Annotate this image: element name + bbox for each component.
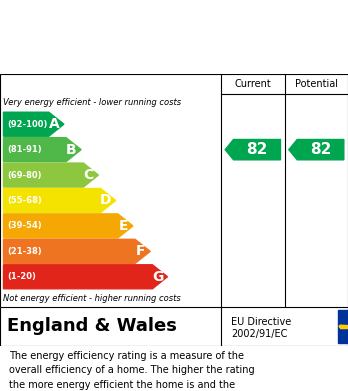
- Text: 82: 82: [310, 142, 331, 157]
- Text: (69-80): (69-80): [8, 170, 42, 179]
- Text: EU Directive: EU Directive: [231, 317, 292, 327]
- Text: Current: Current: [235, 79, 271, 89]
- Polygon shape: [3, 239, 150, 264]
- Text: Energy Efficiency Rating: Energy Efficiency Rating: [9, 8, 238, 26]
- Polygon shape: [225, 140, 280, 160]
- Text: D: D: [100, 194, 112, 208]
- Polygon shape: [3, 265, 167, 289]
- Text: Potential: Potential: [295, 79, 338, 89]
- Polygon shape: [3, 188, 116, 213]
- Text: The energy efficiency rating is a measure of the
overall efficiency of a home. T: The energy efficiency rating is a measur…: [9, 351, 254, 391]
- Text: F: F: [136, 244, 145, 258]
- Bar: [338, 310, 348, 343]
- Polygon shape: [289, 140, 344, 160]
- Text: Very energy efficient - lower running costs: Very energy efficient - lower running co…: [3, 98, 182, 107]
- Text: Not energy efficient - higher running costs: Not energy efficient - higher running co…: [3, 294, 181, 303]
- Text: (21-38): (21-38): [8, 247, 42, 256]
- Text: E: E: [118, 219, 128, 233]
- Polygon shape: [3, 163, 98, 187]
- Text: (39-54): (39-54): [8, 221, 42, 230]
- Text: (92-100): (92-100): [8, 120, 48, 129]
- Text: (81-91): (81-91): [8, 145, 42, 154]
- Text: C: C: [84, 168, 94, 182]
- Text: 82: 82: [246, 142, 268, 157]
- Text: England & Wales: England & Wales: [7, 317, 177, 335]
- Text: A: A: [49, 117, 60, 131]
- Text: B: B: [66, 143, 77, 157]
- Text: (1-20): (1-20): [8, 272, 37, 281]
- Polygon shape: [3, 112, 64, 136]
- Text: (55-68): (55-68): [8, 196, 42, 205]
- Text: 2002/91/EC: 2002/91/EC: [231, 329, 288, 339]
- Polygon shape: [3, 138, 81, 161]
- Text: G: G: [152, 270, 163, 284]
- Polygon shape: [3, 214, 133, 238]
